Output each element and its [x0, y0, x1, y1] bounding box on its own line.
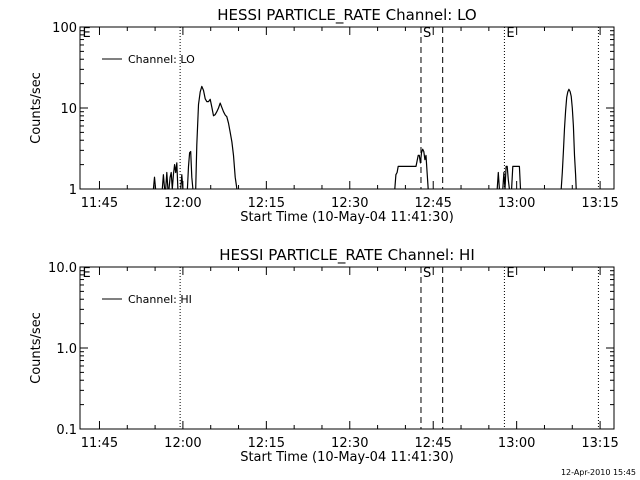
x-tick-label: 12:00: [164, 196, 201, 211]
series-line-segment: [511, 165, 522, 190]
creation-timestamp: 12-Apr-2010 15:45: [561, 468, 636, 477]
series-line-segment: [502, 165, 510, 190]
y-tick-label: 10.0: [48, 261, 77, 276]
series-line-segment: [168, 162, 179, 190]
x-tick-label: 12:15: [248, 196, 285, 211]
chart-title: HESSI PARTICLE_RATE Channel: HI: [219, 246, 475, 265]
legend-label: Channel: LO: [128, 53, 195, 66]
x-tick-label: 13:00: [498, 436, 535, 451]
series-line-segment: [186, 150, 194, 190]
event-marker-label: S: [423, 26, 431, 41]
x-axis-label: Start Time (10-May-04 11:41:30): [240, 450, 454, 465]
x-tick-label: 12:45: [414, 436, 451, 451]
x-tick-label: 11:45: [81, 436, 118, 451]
event-marker-label: E: [83, 266, 91, 281]
x-tick-label: 13:00: [498, 196, 535, 211]
x-tick-label: 13:15: [581, 196, 618, 211]
series-line-segment: [161, 171, 169, 190]
y-axis-label: Counts/sec: [29, 312, 44, 384]
event-marker-label: S: [423, 266, 431, 281]
x-tick-label: 13:15: [581, 436, 618, 451]
y-tick-label: 10: [60, 102, 77, 117]
x-axis-label: Start Time (10-May-04 11:41:30): [240, 210, 454, 225]
y-tick-label: 1: [69, 183, 77, 198]
event-marker-label: E: [83, 26, 91, 41]
y-tick-label: 1.0: [56, 342, 77, 357]
legend-label: Channel: HI: [128, 293, 192, 306]
series-line-segment: [152, 176, 157, 190]
series-line-segment: [496, 171, 500, 190]
x-tick-label: 11:45: [81, 196, 118, 211]
series-line-segment: [394, 148, 429, 190]
series-line-segment: [180, 174, 184, 190]
plot-frame: [79, 26, 615, 190]
x-tick-label: 12:00: [164, 436, 201, 451]
series-line-segment: [195, 85, 238, 190]
y-axis-label: Counts/sec: [29, 72, 44, 144]
x-tick-label: 12:15: [248, 436, 285, 451]
y-tick-label: 0.1: [56, 423, 77, 438]
chart-title: HESSI PARTICLE_RATE Channel: LO: [217, 6, 476, 25]
series-line-segment: [560, 88, 577, 190]
x-tick-label: 12:45: [414, 196, 451, 211]
x-tick-label: 12:30: [331, 196, 368, 211]
event-marker-label: E: [506, 26, 514, 41]
y-tick-label: 100: [52, 21, 77, 36]
plot-frame: [79, 266, 615, 430]
event-marker-label: E: [506, 266, 514, 281]
x-tick-label: 12:30: [331, 436, 368, 451]
